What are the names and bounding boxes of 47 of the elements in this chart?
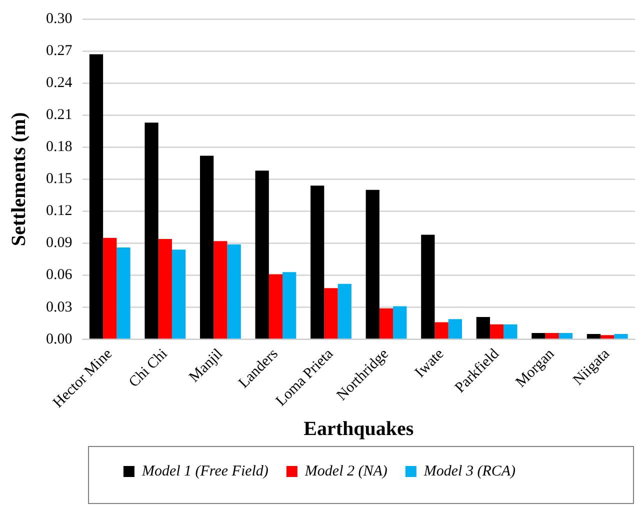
bar (255, 170, 269, 339)
y-tick-label: 0.18 (46, 139, 72, 156)
bar (200, 156, 214, 339)
bar (504, 324, 518, 339)
bar (586, 334, 601, 339)
bar (379, 308, 394, 339)
bar (103, 238, 117, 339)
y-tick-label: 0.15 (46, 171, 72, 188)
bar (116, 248, 130, 339)
bar (310, 186, 324, 339)
y-tick-label: 0.30 (46, 10, 72, 27)
bar (532, 332, 546, 339)
y-tick-label: 0.21 (46, 107, 72, 124)
legend-label: Model 2 (NA) (304, 463, 388, 480)
bar (366, 190, 380, 339)
bar (268, 274, 283, 339)
y-tick-label: 0.27 (46, 42, 73, 59)
legend-label: Model 1 (Free Field) (140, 463, 268, 480)
bar (227, 244, 241, 339)
bar (282, 272, 296, 339)
x-axis-title: Earthquakes (304, 418, 414, 440)
bar (338, 284, 352, 339)
y-tick-label: 0.09 (46, 235, 72, 252)
y-tick-label: 0.12 (46, 203, 72, 220)
bar (421, 234, 435, 339)
x-tick-label: Chi Chi (126, 346, 171, 391)
bar (545, 332, 559, 339)
y-tick-label: 0.00 (46, 331, 72, 348)
bar (476, 316, 490, 339)
y-tick-label: 0.06 (46, 267, 73, 284)
legend-label: Model 3 (RCA) (422, 463, 516, 480)
bar (172, 250, 186, 339)
y-tick-label: 0.03 (46, 299, 72, 316)
bar (324, 288, 338, 339)
bar (89, 54, 104, 339)
bar (434, 322, 448, 339)
bar (214, 241, 228, 339)
bar (393, 306, 407, 339)
bar (600, 335, 614, 339)
bar (490, 324, 504, 339)
bar (158, 238, 172, 339)
bar (558, 332, 573, 339)
y-axis-title: Settlements (m) (8, 112, 30, 246)
bar (144, 122, 158, 339)
bar (448, 319, 462, 339)
y-tick-label: 0.24 (46, 75, 73, 92)
bar (614, 334, 628, 339)
